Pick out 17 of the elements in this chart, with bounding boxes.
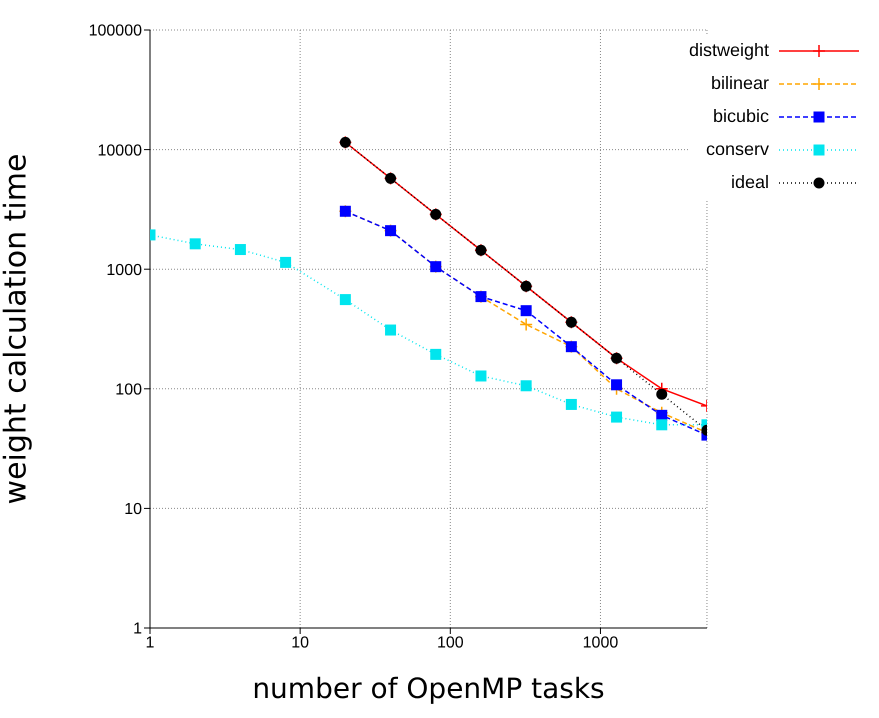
- x-axis-title: number of OpenMP tasks: [252, 672, 605, 705]
- y-tick-label: 100000: [88, 22, 142, 40]
- x-tick-label: 100: [436, 634, 464, 652]
- legend-label: bilinear: [710, 73, 769, 94]
- x-tick-label: 1000: [582, 634, 618, 652]
- legend-label: conserv: [706, 139, 769, 160]
- y-tick-label: 1: [133, 620, 142, 638]
- y-tick-label: 100: [115, 381, 142, 398]
- y-tick-label: 10000: [98, 142, 142, 160]
- y-axis-title: weight calculation time: [0, 154, 34, 504]
- y-tick-label: 10: [124, 501, 142, 518]
- legend-label: distweight: [688, 40, 769, 61]
- legend-label: ideal: [730, 172, 769, 193]
- x-tick-label: 1: [146, 634, 155, 652]
- x-tick-label: 10: [291, 634, 310, 652]
- legend-label: bicubic: [712, 106, 769, 127]
- y-tick-label: 1000: [106, 262, 142, 279]
